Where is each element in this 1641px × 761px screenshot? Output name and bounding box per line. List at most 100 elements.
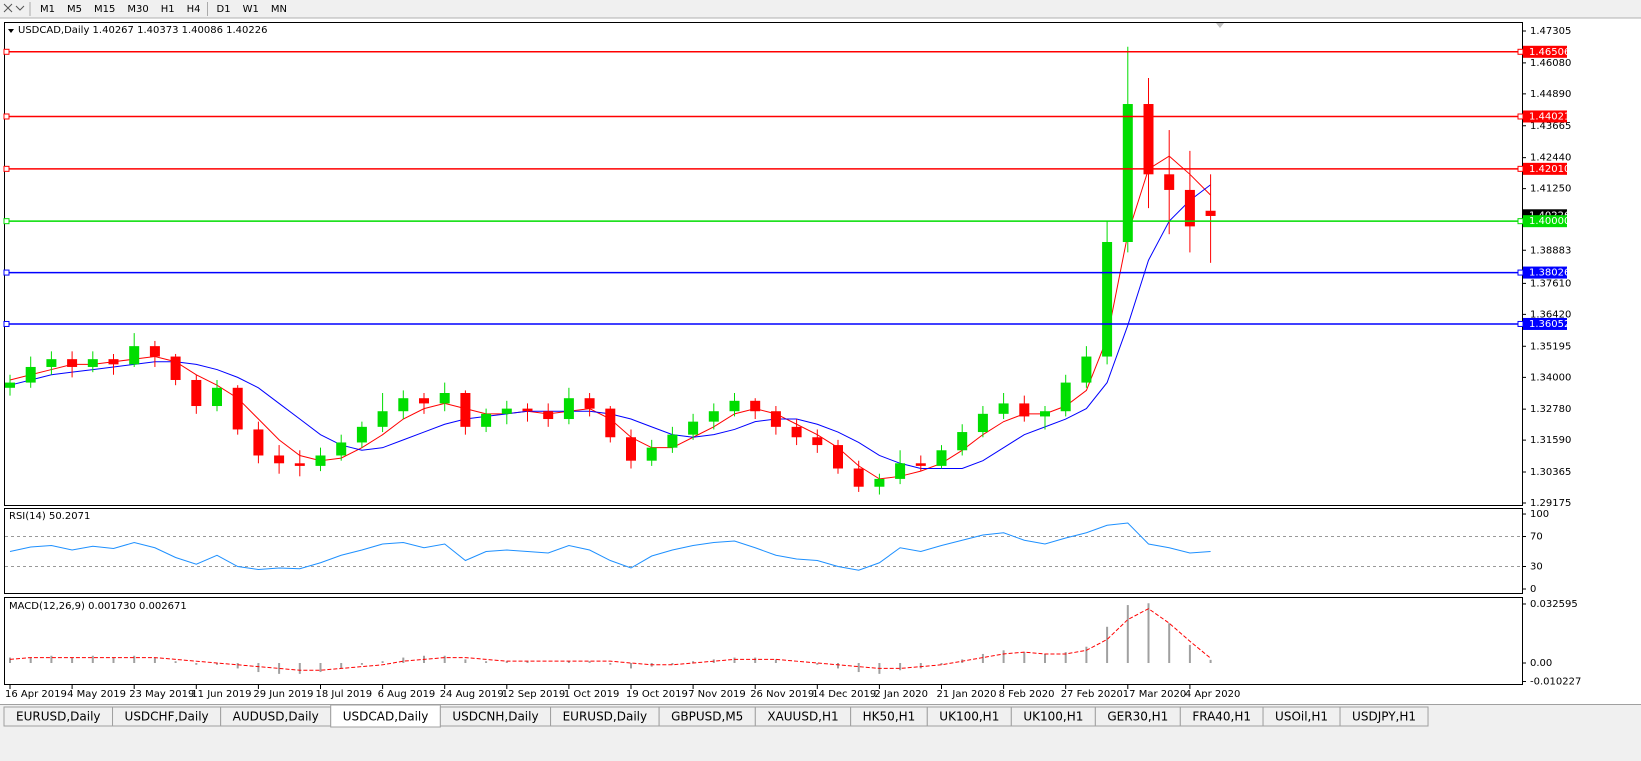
candle-body <box>419 398 429 404</box>
level-label: 1.44021 <box>1529 111 1570 122</box>
tab[interactable]: HK50,H1 <box>863 710 916 724</box>
level-label-box <box>1523 162 1567 175</box>
candle-body <box>977 413 988 433</box>
chart-title: USDCAD,Daily 1.40267 1.40373 1.40086 1.4… <box>18 25 268 36</box>
tab[interactable]: AUDUSD,Daily <box>233 710 319 724</box>
timeframe-button[interactable]: M15 <box>94 4 115 15</box>
rsi-title: RSI(14) 50.2071 <box>9 511 90 522</box>
tab[interactable]: UK100,H1 <box>1023 710 1083 724</box>
level-handle <box>1517 269 1524 276</box>
candle-body <box>667 434 678 448</box>
x-tick-label: 4 May 2019 <box>67 689 126 700</box>
tab[interactable]: EURUSD,Daily <box>16 710 101 724</box>
toolbar-bg <box>0 0 1641 18</box>
candle-body <box>1081 356 1092 383</box>
timeframe-button[interactable]: D1 <box>217 4 231 15</box>
candle-body <box>253 429 264 456</box>
x-tick-label: 21 Jan 2020 <box>937 689 997 700</box>
candle-body <box>1184 189 1195 227</box>
y-tick-label: 0.032595 <box>1530 599 1578 610</box>
candle-body <box>398 398 409 412</box>
y-tick-label: 1.42440 <box>1530 153 1571 164</box>
shift-marker <box>1216 23 1224 28</box>
candle-body <box>770 411 781 427</box>
candle-body <box>170 356 181 380</box>
y-tick-label: 1.31590 <box>1530 435 1571 446</box>
y-tick-label: 1.47305 <box>1530 26 1571 37</box>
level-handle <box>1517 218 1524 225</box>
level-handle <box>1517 320 1524 327</box>
level-label-box <box>1523 266 1567 279</box>
y-tick-label: 1.34000 <box>1530 372 1571 383</box>
rsi-line <box>9 522 1211 571</box>
y-tick-label: 1.29175 <box>1530 498 1571 509</box>
macd-signal <box>9 608 1211 671</box>
candle-body <box>1102 242 1113 357</box>
candle-body <box>936 450 947 466</box>
candle-body <box>5 382 15 388</box>
x-tick-label: 4 Apr 2020 <box>1185 689 1240 700</box>
candle-body <box>522 408 533 412</box>
tab-bg[interactable] <box>1339 706 1429 727</box>
level-label: 1.36052 <box>1529 319 1570 330</box>
tab[interactable]: EURUSD,Daily <box>563 710 648 724</box>
x-tick-label: 23 May 2019 <box>129 689 194 700</box>
y-tick-label: -0.010227 <box>1530 677 1581 688</box>
macd-pane <box>4 597 1523 685</box>
tab[interactable]: FRA40,H1 <box>1192 710 1251 724</box>
x-tick-label: 29 Jun 2019 <box>253 689 313 700</box>
candle-body <box>626 437 636 461</box>
level-handle <box>3 113 10 120</box>
candle-body <box>1122 104 1133 243</box>
tab[interactable]: XAUUSD,H1 <box>767 710 838 724</box>
y-tick-label: 1.46080 <box>1530 58 1571 69</box>
candle-body <box>915 463 926 466</box>
timeframe-button[interactable]: M5 <box>67 4 82 15</box>
candle-body <box>750 400 761 412</box>
tab[interactable]: UK100,H1 <box>939 710 999 724</box>
tab[interactable]: USOil,H1 <box>1275 710 1328 724</box>
level-handle <box>3 165 10 172</box>
timeframe-button[interactable]: M30 <box>127 4 148 15</box>
timeframe-button[interactable]: MN <box>271 4 287 15</box>
candle-body <box>584 398 595 409</box>
tab[interactable]: GBPUSD,M5 <box>671 710 743 724</box>
candle-body <box>129 346 140 365</box>
tab[interactable]: GER30,H1 <box>1107 710 1168 724</box>
x-tick-label: 12 Sep 2019 <box>502 689 565 700</box>
candle-body <box>853 468 864 487</box>
x-tick-label: 27 Feb 2020 <box>1061 689 1123 700</box>
timeframe-button[interactable]: W1 <box>243 4 259 15</box>
candle-body <box>191 379 202 407</box>
y-tick-label: 1.38883 <box>1530 245 1571 256</box>
candle-body <box>274 455 285 464</box>
level-handle <box>1517 113 1524 120</box>
candle-body <box>67 359 78 367</box>
timeframe-button[interactable]: H1 <box>161 4 175 15</box>
candle-body <box>833 445 843 469</box>
tab[interactable]: USDCAD,Daily <box>343 710 429 724</box>
cursor-icon <box>3 3 13 13</box>
timeframe-button[interactable]: H4 <box>187 4 201 15</box>
tab[interactable]: USDJPY,H1 <box>1352 710 1416 724</box>
x-tick-label: 18 Jul 2019 <box>316 689 373 700</box>
timeframe-button[interactable]: M1 <box>40 4 55 15</box>
x-tick-label: 24 Aug 2019 <box>440 689 504 700</box>
x-tick-label: 17 Mar 2020 <box>1123 689 1186 700</box>
candle-body <box>895 463 906 479</box>
candle-body <box>25 366 36 383</box>
candle-body <box>998 403 1009 414</box>
y-tick-label: 1.32780 <box>1530 404 1571 415</box>
candle-body <box>212 387 222 407</box>
x-tick-label: 8 Feb 2020 <box>999 689 1055 700</box>
candle-body <box>543 411 554 420</box>
level-handle <box>3 269 10 276</box>
tab[interactable]: USDCNH,Daily <box>452 710 538 724</box>
candle-body <box>1143 104 1154 175</box>
y-tick-label: 1.37610 <box>1530 278 1571 289</box>
level-handle <box>3 218 10 225</box>
tab[interactable]: USDCHF,Daily <box>125 710 209 724</box>
candle-body <box>1205 210 1216 216</box>
